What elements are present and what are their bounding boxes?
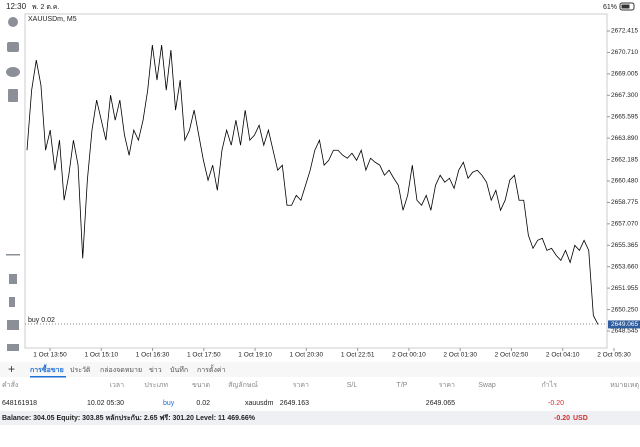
y-tick-label: 2667.300 bbox=[611, 92, 638, 99]
cell: xauusdm bbox=[245, 400, 274, 407]
column-header: ประเภท bbox=[144, 382, 168, 389]
cell: 10.02 05:30 bbox=[87, 400, 124, 407]
cell: buy bbox=[163, 400, 175, 407]
y-tick-label: 2669.005 bbox=[611, 71, 638, 78]
table-header bbox=[0, 377, 640, 393]
clock: 12:30 bbox=[6, 2, 27, 11]
battery-level: 61% bbox=[603, 4, 617, 11]
y-tick-label: 2658.775 bbox=[611, 199, 638, 206]
x-tick-label: 2 Oct 02:50 bbox=[495, 352, 529, 359]
tab[interactable]: กล่องจดหมาย bbox=[100, 367, 142, 374]
column-header: หมายเหตุ bbox=[610, 382, 639, 389]
x-tick-label: 1 Oct 13:50 bbox=[33, 352, 67, 359]
y-tick-label: 2670.710 bbox=[611, 49, 638, 56]
active-tab-underline bbox=[30, 376, 66, 378]
order-label: buy 0.02 bbox=[28, 317, 55, 324]
trade-icon[interactable] bbox=[7, 42, 19, 52]
column-header: สัญลักษณ์ bbox=[228, 381, 258, 389]
y-tick-label: 2655.365 bbox=[611, 242, 638, 249]
x-tick-label: 1 Oct 19:10 bbox=[238, 352, 272, 359]
cell: 648161918 bbox=[2, 400, 37, 407]
current-price-tag bbox=[608, 320, 640, 329]
y-tick-label: 2651.955 bbox=[611, 285, 638, 292]
tab[interactable]: การตั้งค่า bbox=[197, 363, 226, 374]
x-tick-label: 1 Oct 16:30 bbox=[136, 352, 170, 359]
footer-bar bbox=[0, 411, 640, 425]
x-tick-label: 2 Oct 04:10 bbox=[546, 352, 580, 359]
cell: 0.02 bbox=[196, 400, 210, 407]
x-tick-label: 1 Oct 17:50 bbox=[187, 352, 221, 359]
x-tick-label: 2 Oct 01:30 bbox=[443, 352, 477, 359]
objects-icon[interactable] bbox=[7, 320, 19, 330]
timeframe-icon[interactable] bbox=[7, 344, 19, 351]
y-tick-label: 2663.890 bbox=[611, 135, 638, 142]
tab[interactable]: การซื้อขาย bbox=[30, 363, 64, 374]
x-tick-label: 1 Oct 20:30 bbox=[290, 352, 324, 359]
battery-fill bbox=[621, 4, 630, 9]
column-header: คำสั่ง bbox=[2, 380, 18, 389]
toolbar bbox=[6, 17, 20, 351]
total-profit: -0.20 bbox=[554, 415, 570, 422]
column-header: กำไร bbox=[542, 380, 558, 389]
symbol-label: XAUUSDm, M5 bbox=[28, 16, 77, 23]
price-line bbox=[26, 44, 599, 325]
column-header: Swap bbox=[478, 382, 496, 389]
crosshair-icon[interactable] bbox=[6, 254, 20, 256]
y-tick-label: 2665.595 bbox=[611, 113, 638, 120]
candle-icon[interactable] bbox=[9, 274, 17, 284]
add-button[interactable]: + bbox=[8, 362, 15, 376]
column-header: ขนาด bbox=[192, 382, 210, 389]
x-tick-label: 2 Oct 00:10 bbox=[392, 352, 426, 359]
account-icon[interactable] bbox=[8, 17, 18, 27]
account-summary: Balance: 304.05 Equity: 303.85 หลักประกั… bbox=[2, 414, 256, 422]
tab[interactable]: ข่าว bbox=[149, 367, 162, 374]
y-tick-label: 2672.415 bbox=[611, 28, 638, 35]
chat-icon[interactable] bbox=[6, 67, 20, 77]
column-header: เวลา bbox=[109, 382, 124, 389]
x-tick-label: 1 Oct 22:51 bbox=[341, 352, 375, 359]
y-tick-label: 2650.250 bbox=[611, 306, 638, 313]
cell: 2649.163 bbox=[280, 400, 309, 407]
tab-bar bbox=[0, 362, 640, 377]
y-tick-label: 2662.185 bbox=[611, 156, 638, 163]
y-tick-label: 2653.660 bbox=[611, 263, 638, 270]
cell: 2649.065 bbox=[426, 400, 455, 407]
currency: USD bbox=[573, 415, 588, 422]
y-tick-label: 2657.070 bbox=[611, 221, 638, 228]
tab[interactable]: บันทึก bbox=[170, 365, 188, 374]
column-header: ราคา bbox=[293, 382, 309, 389]
column-header: S/L bbox=[347, 382, 358, 389]
current-price-label: 2649.065 bbox=[611, 321, 638, 328]
column-header: T/P bbox=[397, 382, 408, 389]
battery-icon bbox=[619, 2, 635, 11]
y-tick-label: 2660.480 bbox=[611, 178, 638, 185]
function-icon[interactable] bbox=[9, 297, 15, 307]
date: พ. 2 ต.ค. bbox=[32, 4, 60, 11]
tab[interactable]: ประวัติ bbox=[70, 366, 91, 374]
add-icon[interactable] bbox=[8, 89, 18, 102]
column-header: ราคา bbox=[439, 382, 455, 389]
cell: -0.20 bbox=[548, 400, 564, 407]
x-tick-label: 2 Oct 05:30 bbox=[597, 352, 631, 359]
y-tick-label: 2648.545 bbox=[611, 328, 638, 335]
x-tick-label: 1 Oct 15:10 bbox=[84, 352, 118, 359]
